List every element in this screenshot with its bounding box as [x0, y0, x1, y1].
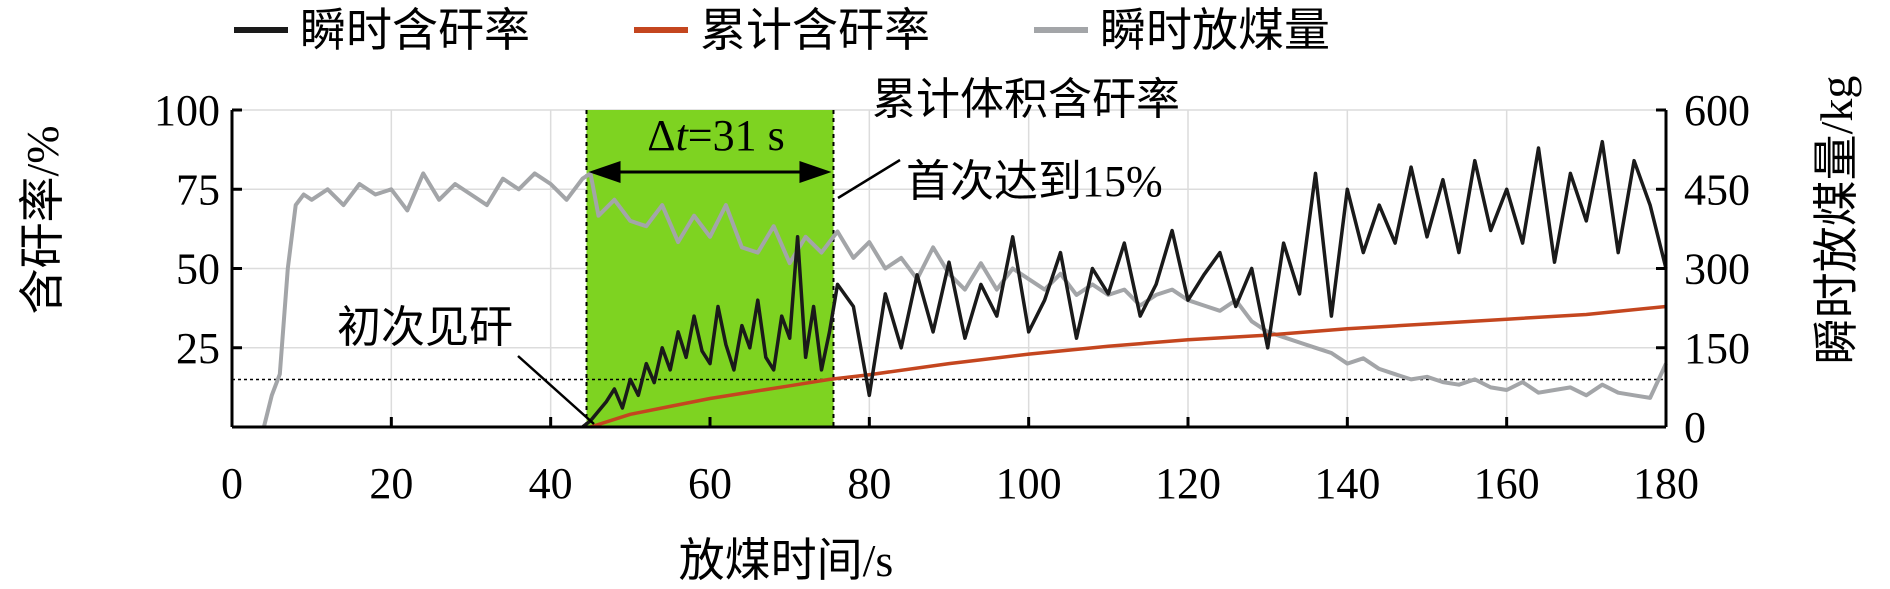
- y-left-tick-label: 75: [176, 165, 220, 214]
- y-left-tick-label: 100: [154, 86, 220, 135]
- x-axis-label: 放煤时间/s: [679, 535, 894, 586]
- y-left-tick-labels: 25 50 75 100: [154, 86, 220, 373]
- y-right-tick-label: 150: [1684, 324, 1750, 373]
- grid: [231, 109, 1667, 427]
- legend: 瞬时含矸率 累计含矸率 瞬时放煤量: [234, 5, 1330, 56]
- legend-label-instant-rate: 瞬时含矸率: [300, 5, 530, 56]
- first-gangue-annotation: 初次见矸: [337, 303, 595, 425]
- cumulative-label-line1: 累计体积含矸率: [872, 75, 1180, 124]
- y-right-tick-label: 600: [1684, 86, 1750, 135]
- x-tick-label: 140: [1314, 459, 1380, 508]
- cumulative-leader: [837, 158, 901, 200]
- cumulative-annotation: 累计体积含矸率 首次达到15%: [837, 75, 1180, 206]
- y-right-tick-labels: 0 150 300 450 600: [1684, 86, 1750, 452]
- first-gangue-label: 初次见矸: [337, 303, 513, 352]
- y-right-tick-label: 450: [1684, 165, 1750, 214]
- y-right-tick-label: 0: [1684, 403, 1706, 452]
- x-tick-label: 80: [847, 459, 891, 508]
- delta-t-annotation: Δt=31 s: [588, 111, 832, 183]
- x-tick-label: 160: [1474, 459, 1540, 508]
- x-tick-label: 20: [369, 459, 413, 508]
- delta-t-arrowhead-left: [588, 161, 621, 183]
- y-left-tick-label: 50: [176, 245, 220, 294]
- delta-t-arrowhead-right: [799, 161, 832, 183]
- legend-label-cumulative-rate: 累计含矸率: [700, 5, 930, 56]
- first-gangue-leader: [517, 355, 595, 425]
- axes: [230, 108, 1668, 429]
- y-right-tick-label: 300: [1684, 245, 1750, 294]
- series-line-discharge: [261, 171, 1668, 428]
- x-tick-label: 60: [688, 459, 732, 508]
- legend-label-discharge: 瞬时放煤量: [1100, 5, 1330, 56]
- x-tick-label: 40: [529, 459, 573, 508]
- x-tick-label: 0: [221, 459, 243, 508]
- cumulative-label-line2: 首次达到15%: [906, 157, 1163, 206]
- delta-t-label: Δt=31 s: [647, 111, 784, 160]
- series-line-instant-rate: [581, 139, 1668, 429]
- y-left-axis-label: 含矸率/%: [17, 125, 68, 314]
- highlight-window: [586, 110, 834, 427]
- x-tick-label: 100: [996, 459, 1062, 508]
- x-tick-label: 180: [1633, 459, 1699, 508]
- x-tick-label: 120: [1155, 459, 1221, 508]
- y-right-axis-label: 瞬时放煤量/kg: [1811, 76, 1862, 365]
- y-left-tick-label: 25: [176, 324, 220, 373]
- series-line-cumulative-rate: [589, 304, 1667, 429]
- x-tick-labels: 0 20 40 60 80 100 120 140 160 180: [221, 459, 1699, 508]
